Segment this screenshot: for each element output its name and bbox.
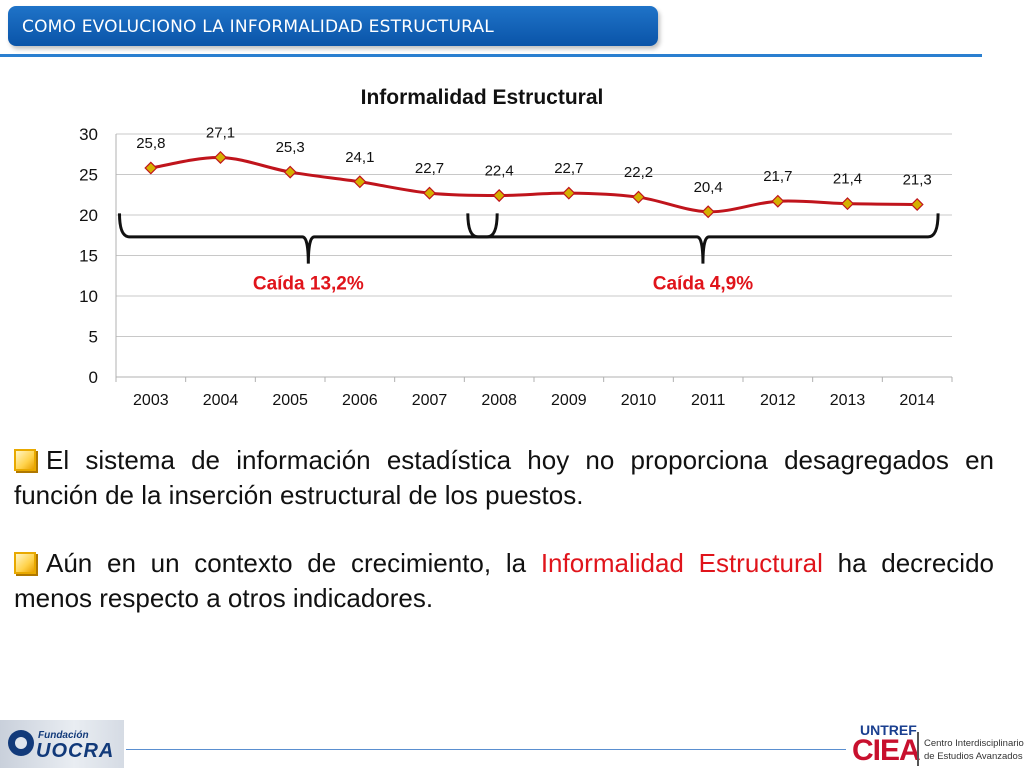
x-tick-label: 2005 bbox=[272, 392, 308, 409]
data-point bbox=[701, 205, 715, 219]
data-label: 22,4 bbox=[485, 163, 514, 180]
ciea-separator bbox=[917, 732, 919, 766]
bullet-text-2-pre: Aún en un contexto de crecimiento, la bbox=[46, 548, 541, 578]
annotation-label: Caída 13,2% bbox=[253, 274, 364, 295]
checkbox-bullet-icon bbox=[14, 449, 36, 471]
data-label: 21,7 bbox=[763, 168, 792, 185]
data-label: 25,8 bbox=[136, 135, 165, 152]
bullet-item-2: Aún en un contexto de crecimiento, la In… bbox=[14, 546, 994, 616]
data-point bbox=[492, 189, 506, 203]
series-line bbox=[150, 155, 918, 214]
untref-text: UNTREF bbox=[860, 722, 917, 738]
data-point bbox=[213, 150, 228, 164]
data-point bbox=[144, 161, 158, 175]
ciea-description-line-1: Centro Interdisciplinario bbox=[924, 738, 1024, 749]
bullet-item-1: El sistema de información estadística ho… bbox=[14, 443, 994, 513]
data-label: 27,1 bbox=[206, 124, 235, 141]
data-point bbox=[840, 197, 855, 211]
y-tick-label: 5 bbox=[89, 328, 98, 347]
chart-title: Informalidad Estructural bbox=[361, 86, 604, 109]
y-tick-label: 15 bbox=[79, 247, 98, 266]
chart-svg: Informalidad Estructural 0 5 10 15 20 25 30 2003… bbox=[79, 86, 953, 409]
x-tick-label: 2013 bbox=[830, 392, 866, 409]
data-label: 21,3 bbox=[903, 171, 932, 188]
x-tick-label: 2012 bbox=[760, 392, 796, 409]
data-point bbox=[910, 197, 924, 211]
slide-title: COMO EVOLUCIONO LA INFORMALIDAD ESTRUCTU… bbox=[22, 17, 494, 37]
y-tick-label: 0 bbox=[89, 368, 98, 387]
uocra-emblem-icon bbox=[8, 730, 34, 756]
annotation-brace bbox=[466, 213, 940, 264]
data-point bbox=[631, 190, 646, 204]
data-label: 25,3 bbox=[276, 139, 305, 156]
data-point bbox=[422, 186, 437, 200]
data-point bbox=[562, 186, 576, 200]
data-point bbox=[283, 165, 297, 179]
data-point bbox=[771, 194, 785, 208]
uocra-logo-small-text: Fundación bbox=[38, 730, 89, 741]
ciea-logo: UNTREF CIEA Centro Interdisciplinario de… bbox=[850, 722, 1024, 768]
data-label: 24,1 bbox=[345, 149, 374, 166]
data-label: 21,4 bbox=[833, 171, 862, 188]
y-tick-label: 25 bbox=[79, 166, 98, 185]
data-label: 22,2 bbox=[624, 164, 653, 181]
uocra-logo: Fundación UOCRA bbox=[0, 720, 124, 768]
footer-divider bbox=[126, 749, 846, 750]
header-divider bbox=[0, 54, 982, 57]
x-tick-label: 2014 bbox=[899, 392, 935, 409]
checkbox-bullet-icon bbox=[14, 552, 36, 574]
y-tick-label: 10 bbox=[79, 287, 98, 306]
x-tick-label: 2009 bbox=[551, 392, 587, 409]
ciea-description-line-2: de Estudios Avanzados bbox=[924, 751, 1023, 762]
x-tick-label: 2007 bbox=[412, 392, 448, 409]
bullet-text-1: El sistema de información estadística ho… bbox=[14, 445, 994, 510]
x-tick-label: 2004 bbox=[203, 392, 239, 409]
y-tick-label: 20 bbox=[79, 206, 98, 225]
bullet-text-2-post: ha decrecido menos respecto a otros indi… bbox=[14, 548, 995, 613]
annotation-label: Caída 4,9% bbox=[653, 274, 753, 295]
x-tick-label: 2010 bbox=[621, 392, 657, 409]
data-label: 22,7 bbox=[415, 160, 444, 177]
data-label: 22,7 bbox=[554, 160, 583, 177]
x-tick-label: 2008 bbox=[481, 392, 517, 409]
line-chart: Informalidad Estructural 0 5 10 15 20 25 30 2003… bbox=[0, 70, 1024, 420]
annotation-brace bbox=[117, 213, 499, 264]
bullet-text-2-highlight: Informalidad Estructural bbox=[540, 548, 823, 578]
title-banner bbox=[8, 6, 658, 46]
y-tick-label: 30 bbox=[79, 125, 98, 144]
x-tick-label: 2003 bbox=[133, 392, 169, 409]
ciea-text: CIEA bbox=[852, 734, 921, 767]
uocra-logo-big-text: UOCRA bbox=[36, 740, 115, 762]
x-tick-label: 2006 bbox=[342, 392, 378, 409]
x-tick-label: 2011 bbox=[691, 392, 726, 409]
data-label: 20,4 bbox=[694, 179, 723, 196]
data-point bbox=[353, 175, 367, 189]
